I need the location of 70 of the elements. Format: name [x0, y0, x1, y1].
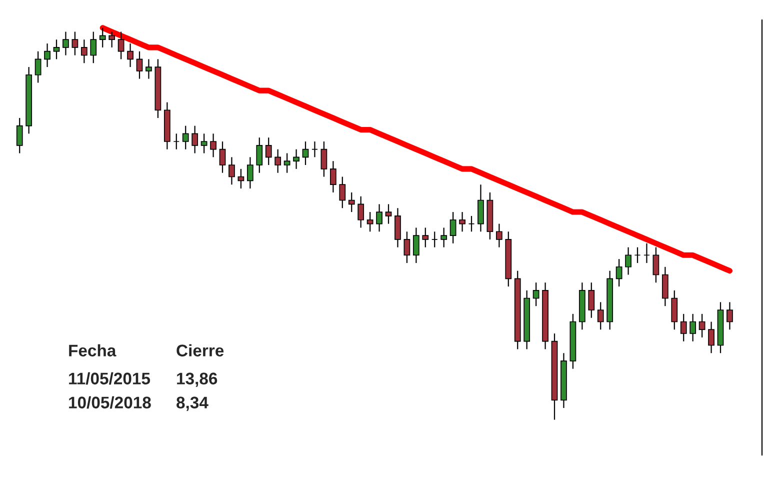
- candlestick: [246, 156, 254, 190]
- candlestick: [182, 125, 189, 150]
- candlestick: [228, 156, 235, 186]
- candlestick: [118, 31, 124, 60]
- candlestick: [34, 50, 42, 84]
- candlestick: [478, 184, 484, 232]
- candlestick: [265, 137, 272, 166]
- annotation: 13,86: [177, 372, 218, 387]
- candlestick: [708, 321, 714, 354]
- candlestick: [302, 140, 309, 166]
- candlestick: [698, 313, 706, 338]
- candlestick: [173, 133, 180, 150]
- candlestick: [616, 258, 622, 288]
- candlestick: [90, 31, 97, 64]
- candlestick: [644, 242, 650, 264]
- candlestick: [200, 133, 208, 154]
- candlestick: [431, 231, 438, 248]
- candlestick: [210, 133, 216, 158]
- candlestick: [44, 42, 50, 68]
- candlestick: [422, 227, 429, 248]
- annotation: 8,34: [176, 396, 208, 411]
- candlestick: [385, 204, 392, 224]
- candlestick: [366, 211, 374, 232]
- candlestick: [330, 160, 336, 193]
- candlestick: [671, 290, 678, 330]
- candlestick: [293, 148, 300, 170]
- candlestick: [80, 39, 88, 64]
- annotation: Cierre: [176, 344, 224, 356]
- candlestick: [53, 39, 60, 60]
- candlestick: [127, 42, 134, 68]
- candlestick: [62, 31, 69, 56]
- annotation: Fecha: [69, 344, 116, 356]
- annotation: 10/05/2018: [69, 396, 151, 409]
- candlestick: [680, 313, 687, 342]
- candlestick: [108, 31, 116, 48]
- candlestick: [146, 58, 152, 80]
- candlestick: [634, 246, 641, 264]
- candlestick: [625, 246, 632, 276]
- candlestick: [358, 196, 364, 228]
- candlestick: [320, 140, 328, 178]
- candlestick: [376, 204, 382, 232]
- candlestick: [284, 152, 290, 174]
- candlestick: [690, 313, 696, 342]
- candlestick: [404, 231, 410, 264]
- candlestick: [99, 27, 106, 48]
- candlestick: [192, 125, 198, 154]
- candlestick: [256, 137, 263, 174]
- candlestick: [348, 192, 355, 213]
- candlestick: [238, 168, 244, 190]
- candlestick: [219, 140, 226, 174]
- candlestick: [16, 117, 23, 154]
- candlestick: [459, 211, 466, 232]
- candlestick: [496, 223, 502, 248]
- candlestick: [532, 282, 540, 307]
- candlestick: [72, 31, 78, 56]
- annotation: 11/05/2015: [69, 372, 150, 385]
- candlestick: [468, 215, 475, 232]
- candlestick: [662, 266, 668, 307]
- candlestick: [339, 176, 346, 209]
- candlestick: [726, 302, 733, 330]
- candlestick: [274, 148, 282, 174]
- candlestick: [394, 208, 401, 248]
- candlestick: [312, 140, 318, 158]
- candlestick: [450, 211, 456, 244]
- candlestick: [136, 50, 143, 80]
- candlestick: [652, 246, 660, 284]
- candlestick: [440, 227, 448, 248]
- candlestick: [588, 282, 595, 318]
- candlestick: [597, 302, 604, 330]
- candlestick: [412, 227, 420, 264]
